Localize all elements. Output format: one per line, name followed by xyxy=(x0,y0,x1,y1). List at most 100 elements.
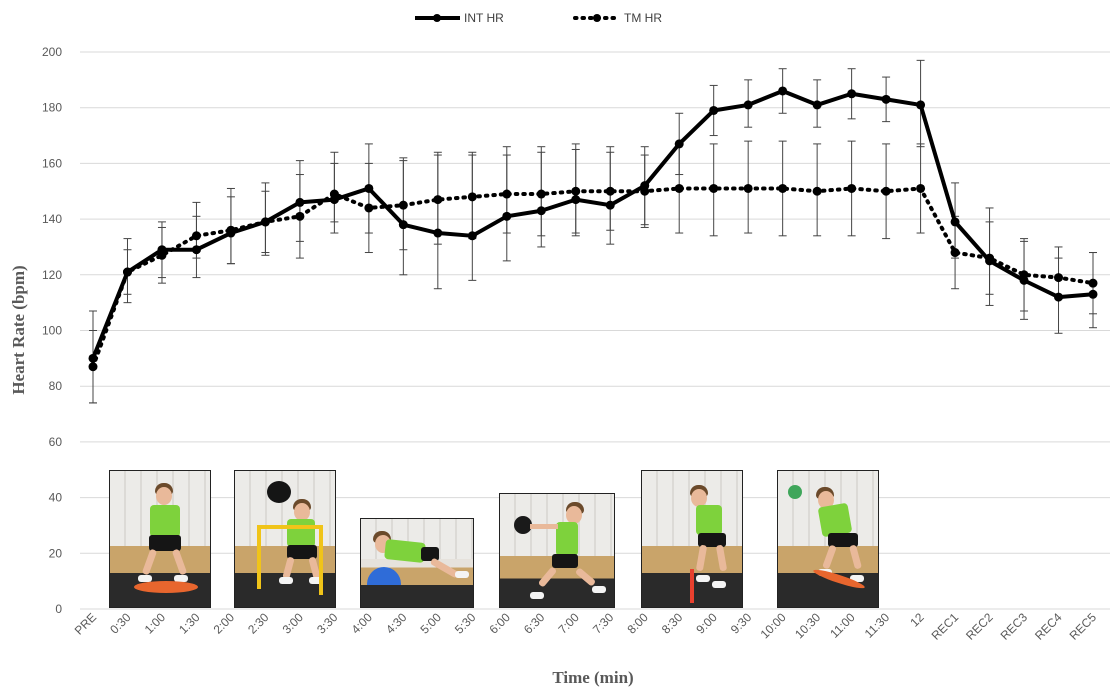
y-tick-label: 20 xyxy=(49,546,63,560)
int-hr-point xyxy=(778,86,788,96)
tm-hr-point xyxy=(260,217,270,227)
x-axis-title: Time (min) xyxy=(552,668,633,687)
x-tick-label: 1:00 xyxy=(142,610,169,637)
int-hr-point xyxy=(812,100,822,110)
y-tick-label: 100 xyxy=(42,324,62,338)
legend-int-label: INT HR xyxy=(464,11,504,25)
tm-hr-point xyxy=(674,183,684,193)
int-hr-point xyxy=(295,197,305,207)
series-int-hr-line xyxy=(91,88,1094,360)
tm-hr-point xyxy=(88,362,98,372)
x-tick-label: REC4 xyxy=(1032,610,1065,643)
tm-hr-point xyxy=(743,183,753,193)
x-tick-label: 11:00 xyxy=(827,610,858,641)
tm-hr-point xyxy=(812,186,822,196)
tm-hr-point xyxy=(433,195,443,205)
tm-hr-point xyxy=(467,192,477,202)
int-hr-point xyxy=(847,89,857,99)
tm-hr-point xyxy=(778,183,788,193)
y-tick-label: 60 xyxy=(49,435,63,449)
int-hr-point xyxy=(191,245,201,255)
y-tick-label: 160 xyxy=(42,156,62,170)
tm-hr-point xyxy=(295,211,305,221)
x-tick-label: 10:30 xyxy=(792,610,823,641)
x-tick-label: 5:00 xyxy=(418,610,445,637)
x-tick-label: 7:30 xyxy=(590,610,617,637)
tm-hr-point xyxy=(847,183,857,193)
tm-hr-point xyxy=(605,186,615,196)
tm-hr-point xyxy=(1088,278,1098,288)
x-tick-label: 12 xyxy=(907,610,927,630)
tm-hr-point xyxy=(191,231,201,241)
series-lines xyxy=(88,86,1098,372)
tm-hr-point xyxy=(1019,270,1029,280)
y-axis-title: Heart Rate (bpm) xyxy=(9,265,28,394)
int-hr-point xyxy=(467,231,477,241)
tm-hr-point xyxy=(985,253,995,263)
y-tick-label: 120 xyxy=(42,268,62,282)
int-hr-point xyxy=(743,100,753,110)
int-hr-point xyxy=(1054,292,1064,302)
y-tick-label: 180 xyxy=(42,101,62,115)
x-tick-label: 8:30 xyxy=(659,610,686,637)
photo-bosu-plank xyxy=(360,518,474,608)
x-tick-label: 5:30 xyxy=(452,610,479,637)
tm-hr-point xyxy=(640,186,650,196)
x-tick-label: 6:00 xyxy=(486,610,513,637)
legend: INT HR TM HR xyxy=(415,11,662,25)
int-hr-point xyxy=(571,195,581,205)
x-tick-label: 4:00 xyxy=(349,610,376,637)
legend-int-marker xyxy=(433,14,441,22)
x-tick-label: 1:30 xyxy=(176,610,203,637)
tm-hr-point xyxy=(571,186,581,196)
legend-tm-label: TM HR xyxy=(624,11,662,25)
x-tick-label: 2:30 xyxy=(245,610,272,637)
y-tick-label: 200 xyxy=(42,45,62,59)
tm-hr-point xyxy=(157,250,167,260)
photo-medicine-ball-lunge xyxy=(499,493,615,608)
legend-tm-marker xyxy=(593,14,601,22)
x-tick-label: PRE xyxy=(72,610,99,637)
tm-hr-point xyxy=(709,183,719,193)
x-tick-label: 9:00 xyxy=(693,610,720,637)
tm-hr-point xyxy=(364,203,374,213)
int-hr-point xyxy=(364,183,374,193)
tm-hr-point xyxy=(226,225,236,235)
int-hr-point xyxy=(916,100,926,110)
int-hr-point xyxy=(950,217,960,227)
x-tick-label: 2:00 xyxy=(211,610,238,637)
photo-hurdle-medicine-ball xyxy=(234,470,336,608)
int-hr-point xyxy=(605,200,615,210)
x-tick-label: 4:30 xyxy=(383,610,410,637)
tm-hr-point xyxy=(881,186,891,196)
tm-hr-point xyxy=(502,189,512,199)
tm-hr-point xyxy=(536,189,546,199)
tm-hr-point xyxy=(398,200,408,210)
photo-balance-board-throw xyxy=(777,470,879,608)
x-tick-label: REC5 xyxy=(1067,610,1100,643)
tm-hr-point xyxy=(1054,273,1064,283)
int-hr-point xyxy=(536,206,546,216)
photo-agility-jump xyxy=(641,470,743,608)
series-tm-hr-line xyxy=(91,186,1095,369)
x-tick-label: 3:00 xyxy=(280,610,307,637)
y-tick-label: 0 xyxy=(55,602,62,616)
y-tick-label: 140 xyxy=(42,212,62,226)
int-hr-point xyxy=(433,228,443,238)
x-tick-label: 9:30 xyxy=(728,610,755,637)
x-tick-label: 7:00 xyxy=(555,610,582,637)
int-hr-point xyxy=(502,211,512,221)
int-hr-point xyxy=(1088,289,1098,299)
tm-hr-point xyxy=(329,189,339,199)
x-tick-label: REC1 xyxy=(929,610,962,643)
x-tick-label: 3:30 xyxy=(314,610,341,637)
x-tick-label: REC3 xyxy=(998,610,1031,643)
x-tick-label: 10:00 xyxy=(758,610,789,641)
tm-hr-point xyxy=(950,248,960,258)
tm-hr-point xyxy=(122,267,132,277)
int-hr-point xyxy=(398,220,408,230)
photo-balance-board-squat xyxy=(109,470,211,608)
int-hr-point xyxy=(881,94,891,104)
int-hr-point xyxy=(709,105,719,115)
